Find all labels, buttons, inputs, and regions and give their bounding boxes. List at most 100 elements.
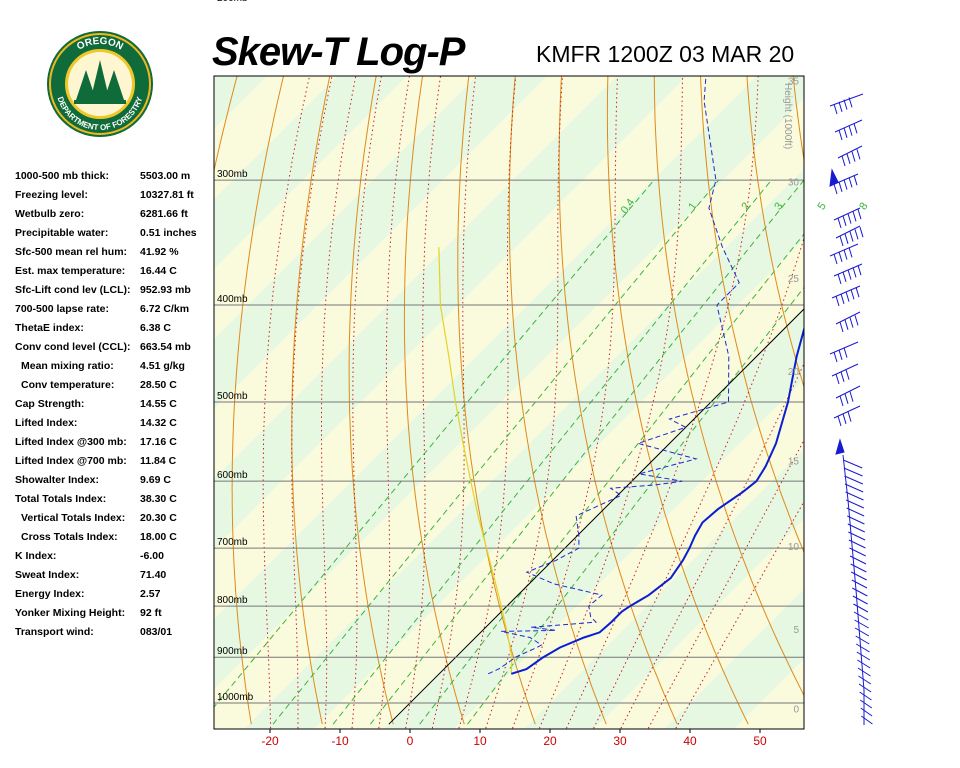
index-value: 18.00 C bbox=[140, 531, 177, 543]
wind-barb-flag bbox=[857, 209, 862, 220]
wind-barb-flag bbox=[843, 179, 848, 190]
x-tick-label: 20 bbox=[543, 734, 557, 748]
index-label: Wetbulb zero: bbox=[15, 208, 85, 220]
mixing-ratio-label: 8 bbox=[857, 200, 870, 212]
moist-adiabat-line bbox=[485, 76, 563, 729]
moist-adiabat-line bbox=[593, 236, 804, 729]
dewpoint-line bbox=[487, 76, 740, 675]
index-label: Mean mixing ratio: bbox=[21, 360, 114, 372]
height-axis-label: Height (1000ft) bbox=[782, 83, 793, 149]
index-value: -6.00 bbox=[140, 550, 164, 562]
isotherm-band bbox=[0, 56, 7, 749]
index-value: 2.57 bbox=[140, 588, 161, 600]
index-value: 11.84 C bbox=[140, 455, 177, 467]
index-row: Conv cond level (CCL): 663.54 mb bbox=[15, 339, 215, 358]
index-value: 71.40 bbox=[140, 569, 167, 581]
wind-barb-flag bbox=[841, 155, 846, 167]
dry-adiabat-line bbox=[653, 76, 804, 697]
wind-barb-flag bbox=[852, 595, 868, 605]
index-value: 0.51 inches bbox=[140, 227, 197, 239]
wind-barb-flag bbox=[850, 563, 867, 573]
dry-adiabat-line bbox=[746, 76, 804, 389]
wind-barb-flag bbox=[847, 269, 852, 280]
index-label: Showalter Index: bbox=[15, 474, 100, 486]
mixing-ratio-label: 5 bbox=[815, 200, 828, 212]
isotherm-band bbox=[734, 659, 804, 729]
wind-barbs-column bbox=[829, 93, 873, 725]
wind-barb-flag bbox=[844, 475, 864, 485]
logo-top-text: OREGON bbox=[75, 36, 125, 53]
index-value: 38.30 C bbox=[140, 493, 177, 505]
wind-barb-flag bbox=[844, 233, 849, 244]
index-label: Lifted Index @300 mb: bbox=[15, 436, 127, 448]
isotherm-band bbox=[0, 56, 217, 749]
index-label: Yonker Mixing Height: bbox=[15, 607, 126, 619]
index-value: 16.44 C bbox=[140, 265, 177, 277]
index-value: 28.50 C bbox=[140, 379, 177, 391]
isotherm-band bbox=[214, 76, 804, 689]
x-tick-label: -20 bbox=[261, 734, 279, 748]
wind-barb-flag bbox=[845, 499, 865, 509]
dry-adiabat-line bbox=[348, 76, 394, 725]
wind-barb-flag bbox=[843, 467, 863, 477]
index-label: Energy Index: bbox=[15, 588, 85, 600]
index-row: Lifted Index @300 mb: 17.16 C bbox=[15, 434, 215, 453]
index-row: 700-500 lapse rate: 6.72 C/km bbox=[15, 301, 215, 320]
wind-barb-flag bbox=[848, 125, 853, 136]
pressure-level-label: 800mb bbox=[217, 595, 248, 606]
wind-barb-flag bbox=[833, 103, 838, 115]
wind-barb-flag bbox=[856, 149, 861, 160]
wind-barb-flag bbox=[840, 293, 845, 304]
wind-barb-flag bbox=[845, 369, 850, 380]
mixing-ratio-line bbox=[370, 179, 804, 725]
dry-adiabat-line bbox=[403, 76, 465, 725]
index-value: 6.72 C/km bbox=[140, 303, 190, 315]
wind-barb-flag bbox=[852, 267, 857, 278]
index-label: Cross Totals Index: bbox=[21, 531, 118, 543]
index-label: Transport wind: bbox=[15, 626, 94, 638]
wind-barb-flag bbox=[860, 707, 873, 717]
wind-barb-flag bbox=[859, 227, 864, 238]
wind-barb-flag bbox=[837, 217, 842, 229]
wind-barb-staff bbox=[829, 93, 864, 107]
isotherm-band bbox=[244, 169, 804, 729]
moist-adiabat-line bbox=[431, 76, 477, 729]
pressure-level-label: 300mb bbox=[217, 169, 248, 180]
isotherm-band bbox=[454, 379, 804, 729]
height-tick-label: 30 bbox=[788, 177, 800, 188]
index-label: Sfc-Lift cond lev (LCL): bbox=[15, 284, 131, 296]
wind-barb-flag bbox=[835, 295, 840, 307]
wind-barb-flag bbox=[840, 371, 845, 382]
index-label: Lifted Index: bbox=[15, 417, 78, 429]
wind-barb-flag bbox=[843, 249, 848, 260]
wind-barb-flag bbox=[833, 253, 838, 265]
index-row: Total Totals Index: 38.30 C bbox=[15, 491, 215, 510]
wind-barb-flag bbox=[843, 99, 848, 110]
wind-barb-flag bbox=[847, 411, 852, 422]
index-label: Sweat Index: bbox=[15, 569, 80, 581]
isotherm-band bbox=[0, 56, 77, 749]
wind-barb-flag bbox=[855, 287, 860, 298]
wind-barb-flag bbox=[857, 265, 862, 276]
wind-barb-flag bbox=[847, 523, 865, 533]
index-label: 700-500 lapse rate: bbox=[15, 303, 109, 315]
wind-barb-pennant bbox=[835, 438, 845, 455]
wind-barb-flag bbox=[849, 555, 867, 565]
index-label: Total Totals Index: bbox=[15, 493, 107, 505]
index-row: Cap Strength: 14.55 C bbox=[15, 396, 215, 415]
wind-barb-flag bbox=[833, 183, 838, 195]
wind-barb-flag bbox=[857, 667, 871, 677]
index-value: 92 ft bbox=[140, 607, 162, 619]
wind-barb-flag bbox=[843, 459, 863, 469]
pressure-level-label: 600mb bbox=[217, 470, 248, 481]
index-label: Conv cond level (CCL): bbox=[15, 341, 131, 353]
wind-barb-flag bbox=[848, 177, 853, 188]
index-row: Energy Index: 2.57 bbox=[15, 586, 215, 605]
height-tick-label: 20 bbox=[788, 367, 800, 378]
mixing-ratio-label: 3 bbox=[772, 200, 785, 212]
index-row: Est. max temperature: 16.44 C bbox=[15, 263, 215, 282]
dry-adiabat-line bbox=[508, 76, 607, 725]
wind-barb-flag bbox=[839, 395, 844, 407]
pressure-level-label: 500mb bbox=[217, 391, 248, 402]
index-row: Sfc-Lift cond lev (LCL): 952.93 mb bbox=[15, 282, 215, 301]
